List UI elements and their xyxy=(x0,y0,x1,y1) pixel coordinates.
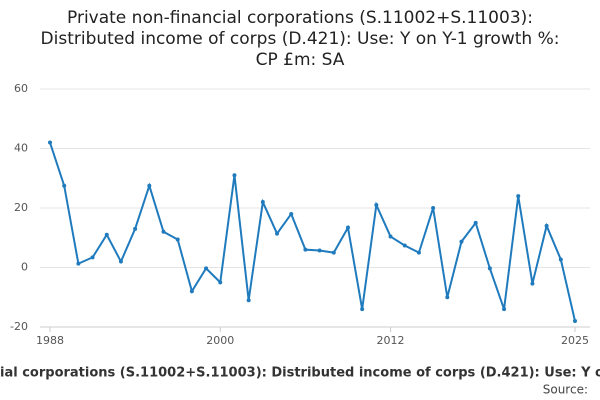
point xyxy=(402,243,407,248)
point xyxy=(331,250,336,255)
point xyxy=(232,173,237,178)
point xyxy=(275,231,280,236)
point xyxy=(189,289,194,294)
point xyxy=(416,250,421,255)
y-tick-label: 40 xyxy=(14,142,28,155)
point xyxy=(459,239,464,244)
point xyxy=(104,232,109,237)
point xyxy=(161,229,166,234)
point xyxy=(558,257,563,262)
x-tick-label: 2000 xyxy=(206,334,234,347)
point xyxy=(487,266,492,271)
point xyxy=(445,295,450,300)
point xyxy=(544,223,549,228)
point xyxy=(260,200,265,205)
y-tick-label: -20 xyxy=(10,320,28,333)
point xyxy=(473,220,478,225)
point xyxy=(502,307,507,312)
point xyxy=(246,298,251,303)
point xyxy=(317,248,322,253)
x-tick-label: 1988 xyxy=(36,334,64,347)
point xyxy=(289,211,294,216)
chart-title: Private non-financial corporations (S.11… xyxy=(40,8,560,70)
point xyxy=(374,203,379,208)
point xyxy=(388,234,393,239)
point xyxy=(76,261,81,266)
point xyxy=(62,183,67,188)
source: Source: xyxy=(543,383,588,397)
y-tick-label: 60 xyxy=(14,82,28,95)
y-tick-label: 0 xyxy=(21,261,28,274)
point xyxy=(175,237,180,242)
point xyxy=(530,281,535,286)
point xyxy=(516,194,521,199)
point xyxy=(218,280,223,285)
x-axis-label: ial corporations (S.11002+S.11003): Dist… xyxy=(0,366,600,381)
series-line xyxy=(49,142,576,322)
point xyxy=(573,319,577,324)
point xyxy=(133,226,138,231)
point xyxy=(360,307,365,312)
point xyxy=(345,225,350,230)
point xyxy=(48,140,52,145)
x-tick-label: 2025 xyxy=(561,334,589,347)
point xyxy=(204,266,209,271)
point xyxy=(303,247,308,252)
point xyxy=(90,255,95,260)
x-tick-label: 2012 xyxy=(377,334,405,347)
point xyxy=(118,259,123,264)
point xyxy=(431,206,436,210)
y-tick-label: 20 xyxy=(14,201,28,214)
point xyxy=(147,183,152,188)
